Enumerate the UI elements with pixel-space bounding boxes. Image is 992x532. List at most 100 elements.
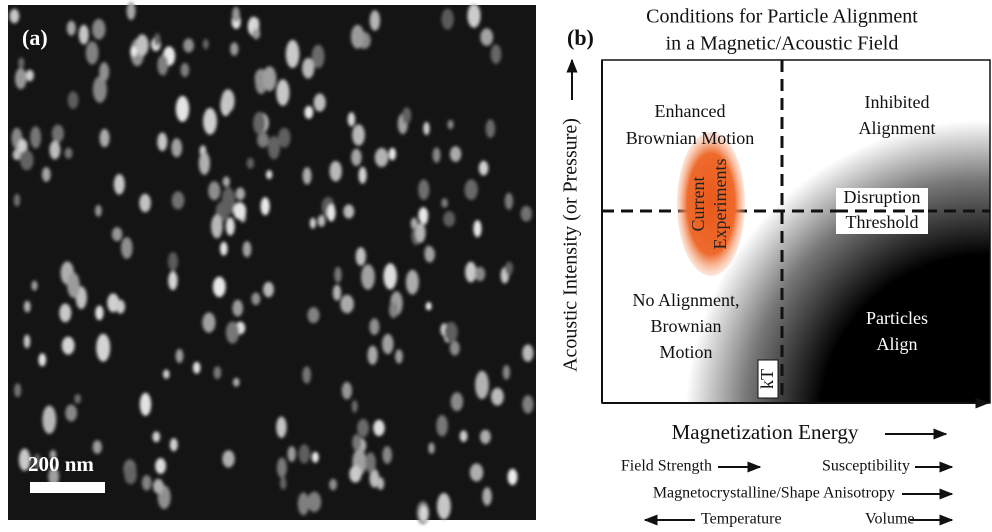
- panel-label: (a): [22, 25, 48, 50]
- particle: [263, 282, 274, 298]
- factor-label: Field Strength: [621, 458, 712, 475]
- particle: [450, 146, 461, 162]
- title: Conditions for Particle Alignment: [646, 6, 918, 28]
- particle: [203, 39, 209, 49]
- particle: [521, 206, 532, 222]
- particle: [351, 149, 361, 166]
- particle: [340, 295, 354, 314]
- particle: [304, 106, 313, 119]
- particle: [68, 91, 79, 109]
- particle: [302, 58, 314, 79]
- x-axis-label: Magnetization Energy: [672, 420, 859, 444]
- panel-b: (b) Conditions for Particle Alignment in…: [560, 6, 990, 528]
- particle: [342, 382, 352, 400]
- particle: [389, 302, 398, 318]
- current-experiments-label: Current: [688, 177, 708, 232]
- region-label: Alignment: [859, 118, 936, 138]
- particle: [172, 191, 185, 209]
- particle: [157, 133, 167, 152]
- particle: [465, 262, 476, 283]
- title: in a Magnetic/Acoustic Field: [666, 33, 899, 55]
- particle: [24, 301, 31, 313]
- particle: [276, 417, 286, 438]
- particle: [480, 28, 493, 46]
- particle: [233, 378, 240, 387]
- factor-label: Magnetocrystalline/Shape Anisotropy: [653, 485, 895, 502]
- particle: [288, 446, 296, 462]
- particle: [163, 370, 170, 379]
- particle: [395, 349, 403, 363]
- particle: [65, 148, 73, 159]
- region-label: Inhibited: [865, 92, 930, 112]
- particle: [420, 506, 429, 522]
- particle: [74, 394, 81, 404]
- particle: [448, 120, 454, 130]
- particle: [310, 218, 316, 229]
- particle: [10, 9, 20, 23]
- particle: [136, 34, 149, 56]
- kt-label: kT: [757, 369, 777, 389]
- particle: [505, 262, 513, 275]
- particle: [142, 475, 152, 491]
- particle: [30, 126, 41, 148]
- particle: [226, 321, 239, 343]
- particle: [348, 112, 356, 126]
- particle: [220, 242, 228, 256]
- particle: [65, 405, 77, 422]
- particle: [441, 9, 453, 30]
- panel-label: (b): [567, 25, 594, 50]
- particle: [370, 10, 380, 30]
- particle: [361, 264, 375, 289]
- particle: [233, 202, 246, 219]
- figure: (a) 200 nm (b) Conditions for Particle A…: [0, 0, 992, 532]
- particle: [193, 362, 201, 374]
- region-label: Particles: [866, 308, 928, 328]
- particle: [406, 270, 419, 295]
- particle: [318, 215, 326, 227]
- particle: [352, 400, 358, 413]
- particle: [243, 241, 252, 257]
- particle: [171, 138, 182, 157]
- particle: [314, 94, 326, 112]
- particle: [183, 38, 194, 52]
- particle: [475, 371, 489, 399]
- particle: [42, 167, 51, 182]
- factor-label: Volume: [865, 511, 914, 528]
- particle: [349, 466, 361, 483]
- particle: [418, 207, 428, 223]
- particle: [327, 204, 336, 221]
- particle: [351, 25, 364, 49]
- particle: [428, 443, 434, 454]
- particle: [382, 334, 393, 354]
- particle: [415, 223, 425, 243]
- particle: [52, 125, 64, 143]
- particle: [232, 7, 240, 22]
- particle: [299, 444, 310, 463]
- particle: [251, 293, 260, 306]
- particle: [15, 68, 27, 89]
- threshold-label: Disruption: [843, 187, 920, 207]
- particle: [124, 466, 136, 484]
- particle: [460, 430, 468, 442]
- particle: [263, 66, 277, 91]
- particle: [153, 479, 164, 494]
- particle: [92, 19, 105, 40]
- particle: [223, 177, 230, 187]
- particle: [155, 458, 166, 474]
- particle: [302, 366, 311, 383]
- particle: [181, 63, 190, 77]
- particle: [303, 167, 312, 184]
- particle: [433, 148, 441, 163]
- particle: [130, 46, 137, 56]
- particle: [100, 129, 110, 147]
- particle: [508, 469, 518, 485]
- particle: [486, 119, 495, 138]
- factor-label: Susceptibility: [822, 458, 910, 475]
- particle: [253, 112, 265, 135]
- region-label: Motion: [659, 342, 712, 362]
- particle: [307, 492, 321, 513]
- particle: [465, 179, 478, 200]
- panel-a: (a) 200 nm: [8, 2, 536, 524]
- particle: [375, 148, 389, 167]
- particle: [491, 44, 502, 64]
